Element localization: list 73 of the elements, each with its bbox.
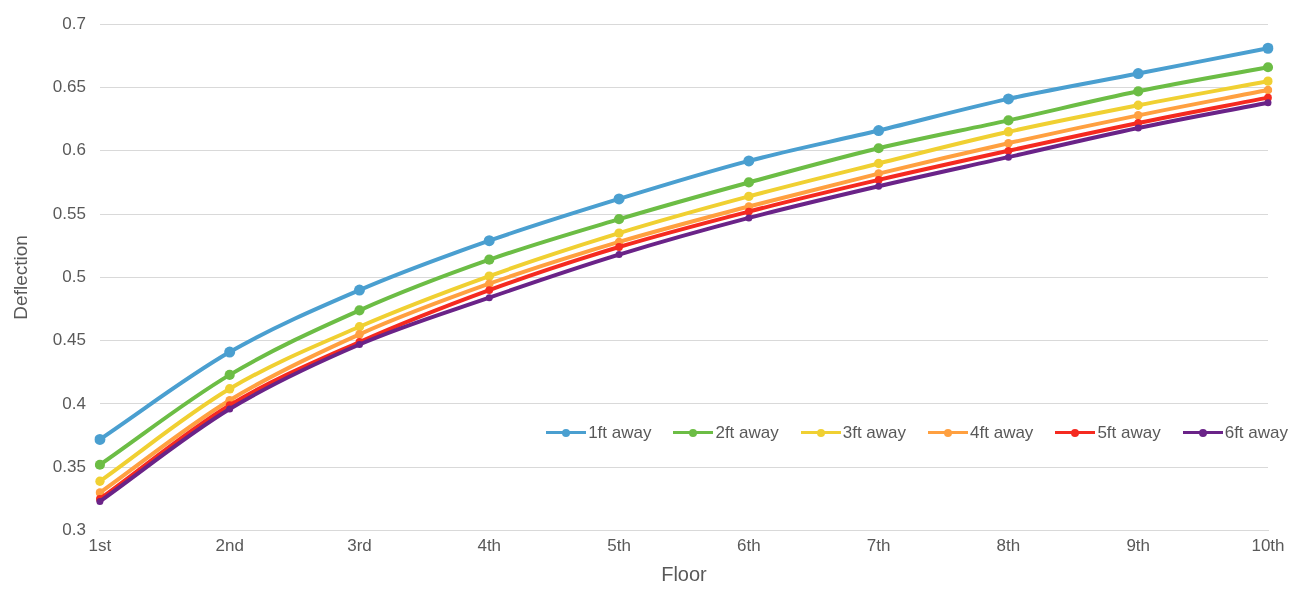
point — [1002, 93, 1014, 105]
point — [744, 207, 753, 216]
y-tick-label: 0.4 — [62, 393, 86, 413]
point — [484, 271, 494, 281]
point — [94, 433, 106, 445]
point — [483, 235, 495, 247]
point — [224, 346, 236, 358]
point — [743, 177, 754, 188]
y-tick-label: 0.5 — [62, 267, 86, 287]
legend-label: 3ft away — [842, 422, 907, 443]
point — [1004, 146, 1013, 155]
x-axis-title: Floor — [661, 562, 708, 585]
point — [354, 305, 365, 316]
point — [873, 125, 885, 137]
point — [1264, 99, 1272, 107]
legend-label: 1ft away — [588, 422, 652, 443]
point — [743, 155, 755, 167]
point — [1003, 115, 1014, 126]
x-tick-label: 10th — [1251, 536, 1285, 556]
x-tick-label: 8th — [996, 536, 1021, 556]
point — [1132, 68, 1144, 80]
point — [1133, 100, 1143, 110]
point — [1263, 85, 1273, 95]
x-tick-label: 3rd — [347, 536, 372, 556]
y-tick-label: 0.65 — [52, 77, 86, 97]
x-tick-label: 5th — [607, 536, 631, 556]
point — [226, 405, 234, 413]
y-tick-label: 0.3 — [62, 520, 86, 540]
point — [1134, 124, 1142, 132]
y-tick-label: 0.45 — [52, 330, 86, 350]
point — [224, 384, 235, 394]
point — [95, 476, 105, 486]
point — [614, 228, 624, 238]
x-tick-label: 2nd — [215, 536, 244, 556]
x-tick-label: 7th — [866, 536, 891, 556]
point — [484, 254, 495, 265]
point — [615, 251, 623, 259]
point — [485, 294, 493, 302]
point — [485, 286, 494, 294]
x-tick-label: 4th — [477, 536, 502, 556]
x-tick-label: 6th — [737, 536, 761, 556]
legend-label: 5ft away — [1097, 422, 1161, 443]
point — [873, 158, 884, 169]
point — [615, 243, 623, 251]
y-tick-label: 0.7 — [62, 13, 86, 33]
point — [94, 459, 105, 470]
y-tick-label: 0.6 — [62, 140, 86, 160]
point — [1003, 127, 1014, 137]
point — [1133, 86, 1144, 97]
x-tick-label: 9th — [1126, 536, 1151, 556]
y-axis-title: Deflection — [9, 235, 31, 320]
point — [613, 193, 625, 205]
point — [224, 369, 235, 380]
point — [875, 182, 883, 190]
point — [353, 284, 365, 296]
point — [1263, 76, 1273, 86]
point — [1262, 42, 1274, 54]
point — [873, 143, 884, 154]
point — [744, 191, 754, 202]
point — [1004, 153, 1012, 161]
point — [1004, 138, 1013, 148]
legend-label: 2ft away — [715, 422, 779, 443]
point — [874, 176, 883, 184]
x-tick-label: 1st — [88, 536, 112, 556]
y-tick-label: 0.55 — [52, 203, 86, 223]
point — [745, 214, 753, 222]
point — [1133, 111, 1143, 120]
y-tick-label: 0.35 — [52, 456, 86, 476]
point — [613, 214, 625, 225]
legend-label: 4ft away — [970, 422, 1034, 443]
point — [355, 330, 364, 339]
legend-label: 6ft away — [1224, 422, 1288, 443]
point — [1262, 62, 1274, 73]
